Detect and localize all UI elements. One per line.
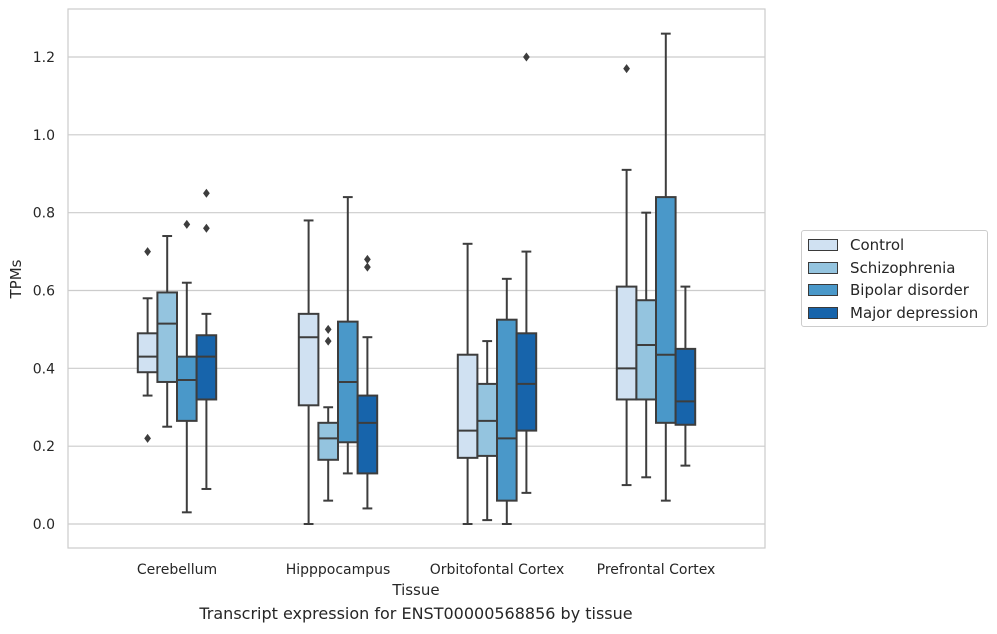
y-tick-label: 1.0 <box>33 128 55 144</box>
legend-swatch-schizophrenia <box>808 262 838 274</box>
box-schizophrenia <box>317 324 339 502</box>
tick-labels: 0.0 0.2 0.4 0.6 0.8 1.0 1.2 Cerebellum Hipppocam… <box>33 50 716 578</box>
iqr-box <box>496 318 518 502</box>
y-tick-label: 0.0 <box>33 517 55 533</box>
box-schizophrenia <box>635 211 658 479</box>
outlier-point <box>623 64 630 74</box>
iqr-box <box>136 332 159 374</box>
legend-item-schizophrenia: Schizophrenia <box>808 258 955 278</box>
iqr-box <box>615 285 638 401</box>
iqr-box <box>635 299 658 401</box>
boxes <box>136 32 697 525</box>
box-major-depression <box>195 188 218 490</box>
iqr-box <box>456 353 479 459</box>
box-major-depression <box>515 52 538 494</box>
outlier-point <box>324 336 332 346</box>
iqr-box <box>176 355 198 422</box>
legend-item-control: Control <box>808 235 904 255</box>
x-tick-label: Prefrontal Cortex <box>597 562 716 578</box>
y-tick-label: 0.2 <box>33 439 55 455</box>
legend-swatch-major-depression <box>808 307 838 319</box>
box-bipolar-disorder <box>176 219 198 514</box>
x-tick-label: Hipppocampus <box>286 562 391 578</box>
outlier-point <box>523 52 530 62</box>
outlier-point <box>144 247 151 257</box>
box-control <box>297 219 320 525</box>
outlier-point <box>203 188 210 198</box>
box-control <box>456 242 479 525</box>
figure-caption: Transcript expression for ENST0000056885… <box>199 604 633 623</box>
legend-label-control: Control <box>850 236 905 254</box>
iqr-box <box>195 334 218 401</box>
x-tick-label: Cerebellum <box>137 562 217 578</box>
box-bipolar-disorder <box>496 277 518 525</box>
plot-frame <box>67 8 766 549</box>
y-axis-label: TPMs <box>7 259 25 299</box>
legend-label-major-depression: Major depression <box>850 304 979 322</box>
box-bipolar-disorder <box>655 32 677 502</box>
outlier-point <box>364 262 371 272</box>
outlier-point <box>364 254 371 264</box>
legend: Control Schizophrenia Bipolar disorder M… <box>801 230 988 327</box>
legend-item-major-depression: Major depression <box>808 303 978 323</box>
y-tick-label: 0.4 <box>33 361 55 377</box>
box-major-depression <box>356 254 379 510</box>
iqr-box <box>297 312 320 407</box>
box-major-depression <box>674 285 697 467</box>
y-tick-label: 1.2 <box>33 50 55 66</box>
legend-swatch-control <box>808 239 838 251</box>
y-tick-label: 0.6 <box>33 284 55 300</box>
box-bipolar-disorder <box>337 196 359 475</box>
outlier-point <box>183 219 191 229</box>
box-schizophrenia <box>156 235 178 428</box>
x-tick-label: Orbitofontal Cortex <box>430 562 565 578</box>
outlier-point <box>324 324 332 334</box>
outlier-point <box>144 433 151 443</box>
iqr-box <box>674 347 697 426</box>
box-control <box>136 247 159 443</box>
iqr-box <box>356 394 379 475</box>
legend-label-bipolar: Bipolar disorder <box>850 281 969 299</box>
outlier-point <box>203 223 210 233</box>
y-tick-label: 0.8 <box>33 206 55 222</box>
x-axis-label: Tissue <box>391 581 439 599</box>
legend-swatch-bipolar <box>808 284 838 296</box>
box-control <box>615 64 638 487</box>
iqr-box <box>515 332 538 432</box>
legend-item-bipolar: Bipolar disorder <box>808 280 969 300</box>
legend-label-schizophrenia: Schizophrenia <box>850 259 956 277</box>
iqr-box <box>317 421 339 461</box>
iqr-box <box>655 196 677 424</box>
iqr-box <box>156 291 178 383</box>
